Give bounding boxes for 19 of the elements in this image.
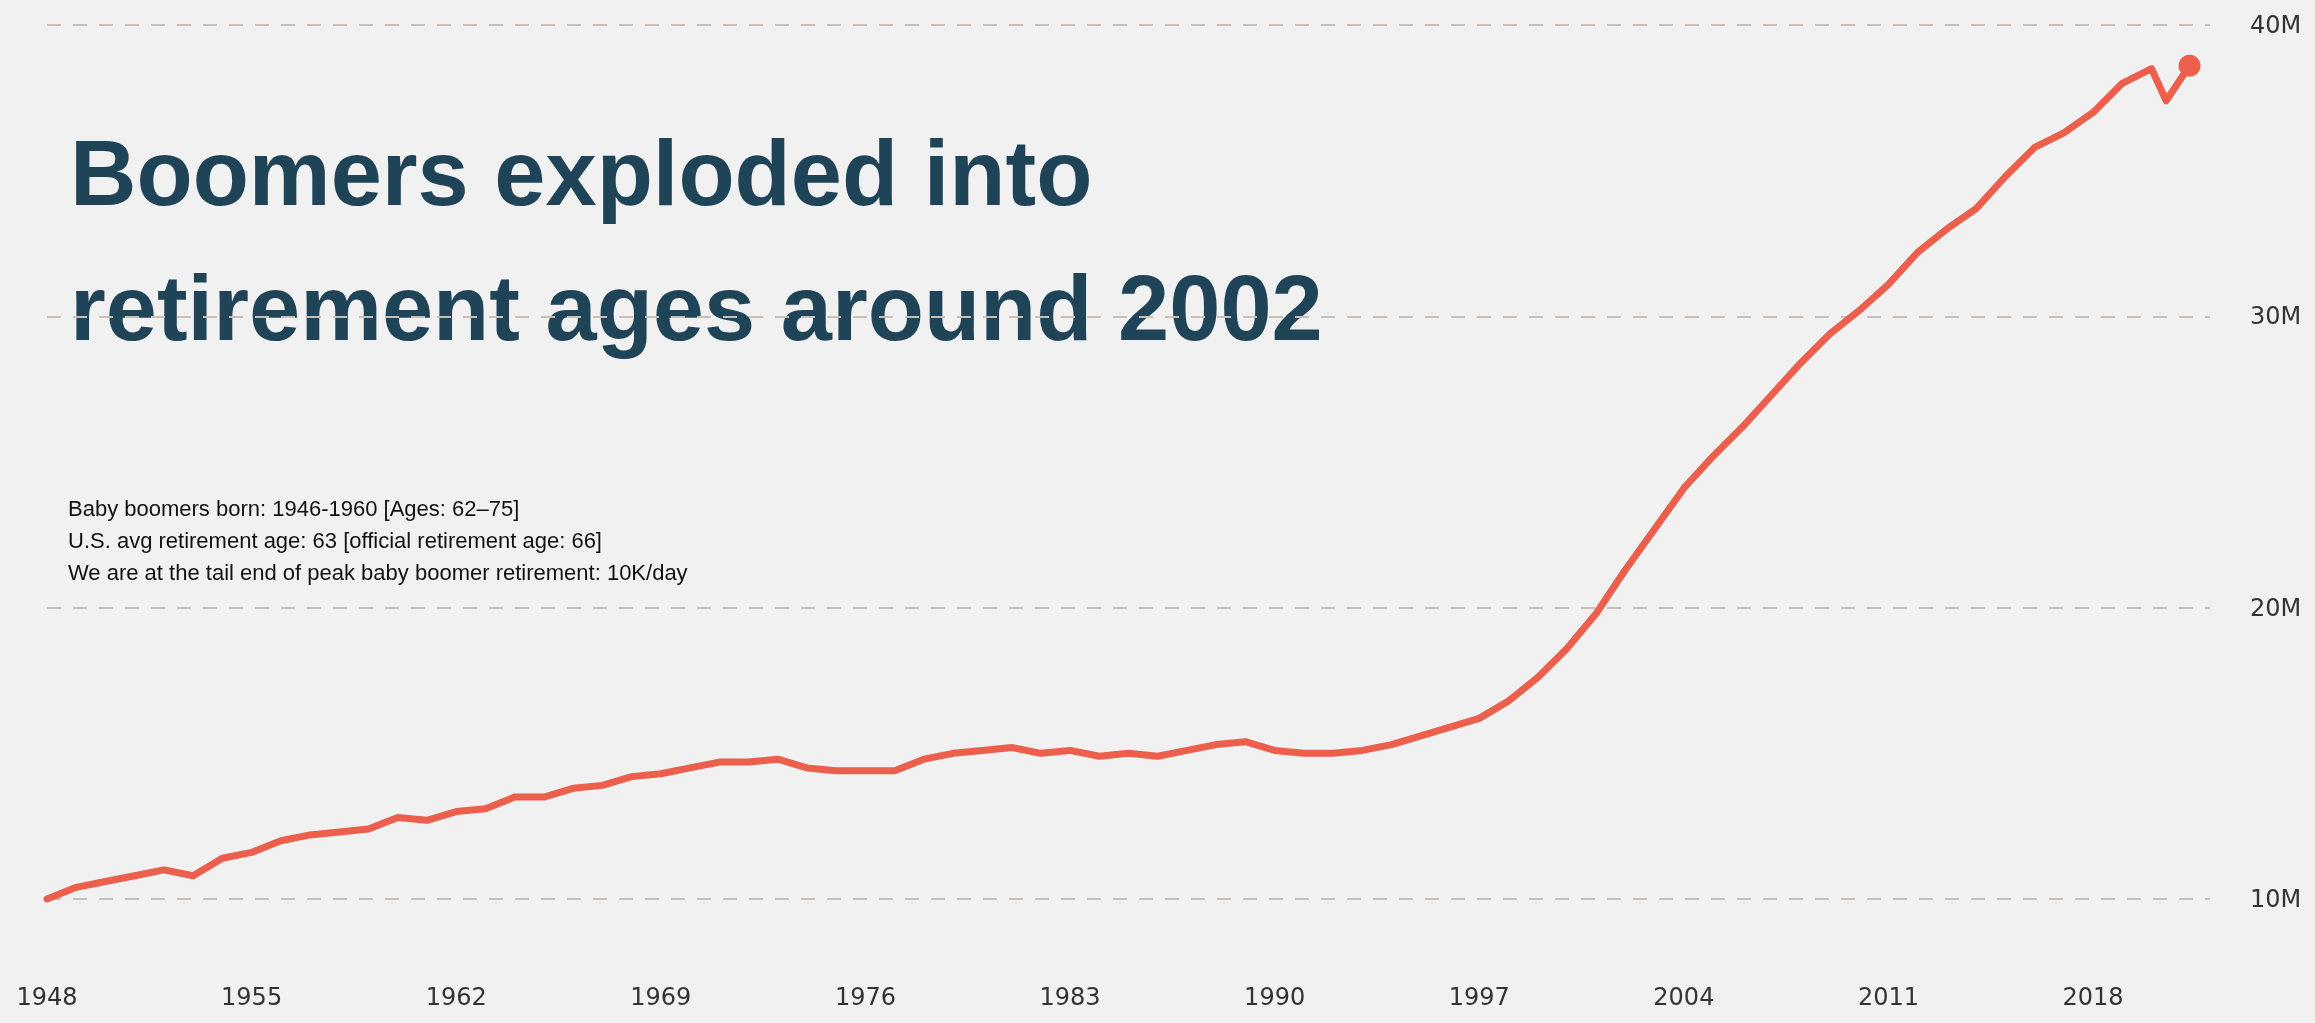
x-tick-label: 1990: [1244, 983, 1306, 1011]
x-tick-label: 1948: [16, 983, 78, 1011]
x-tick-label: 1997: [1448, 983, 1510, 1011]
x-tick-label: 1976: [834, 983, 896, 1011]
text: Boomers exploded into retirement ages around 2002: [70, 121, 1323, 359]
x-tick-label: 1955: [221, 983, 283, 1011]
x-tick-label: 2011: [1857, 983, 1920, 1011]
x-tick-label: 1962: [425, 983, 487, 1011]
annotation: Baby boomers born: 1946-1960 [Ages: 62–75]: [68, 495, 520, 521]
x-tick-label: 1969: [630, 983, 692, 1011]
y-tick-label: 30M: [2250, 302, 2302, 331]
x-tick-label: 2004: [1653, 983, 1715, 1011]
x-tick-label: 2018: [2062, 983, 2124, 1011]
x-tick-label: 1983: [1039, 983, 1101, 1011]
y-tick-label: 20M: [2250, 593, 2302, 622]
y-tick-label: 40M: [2250, 11, 2302, 39]
annotation: We are at the tail end of peak baby boomer retirement: 10K/day: [68, 559, 688, 585]
y-tick-label: 10M: [2250, 885, 2302, 913]
annotation: U.S. avg retirement age: 63 [official retirement age: 66]: [68, 527, 602, 553]
